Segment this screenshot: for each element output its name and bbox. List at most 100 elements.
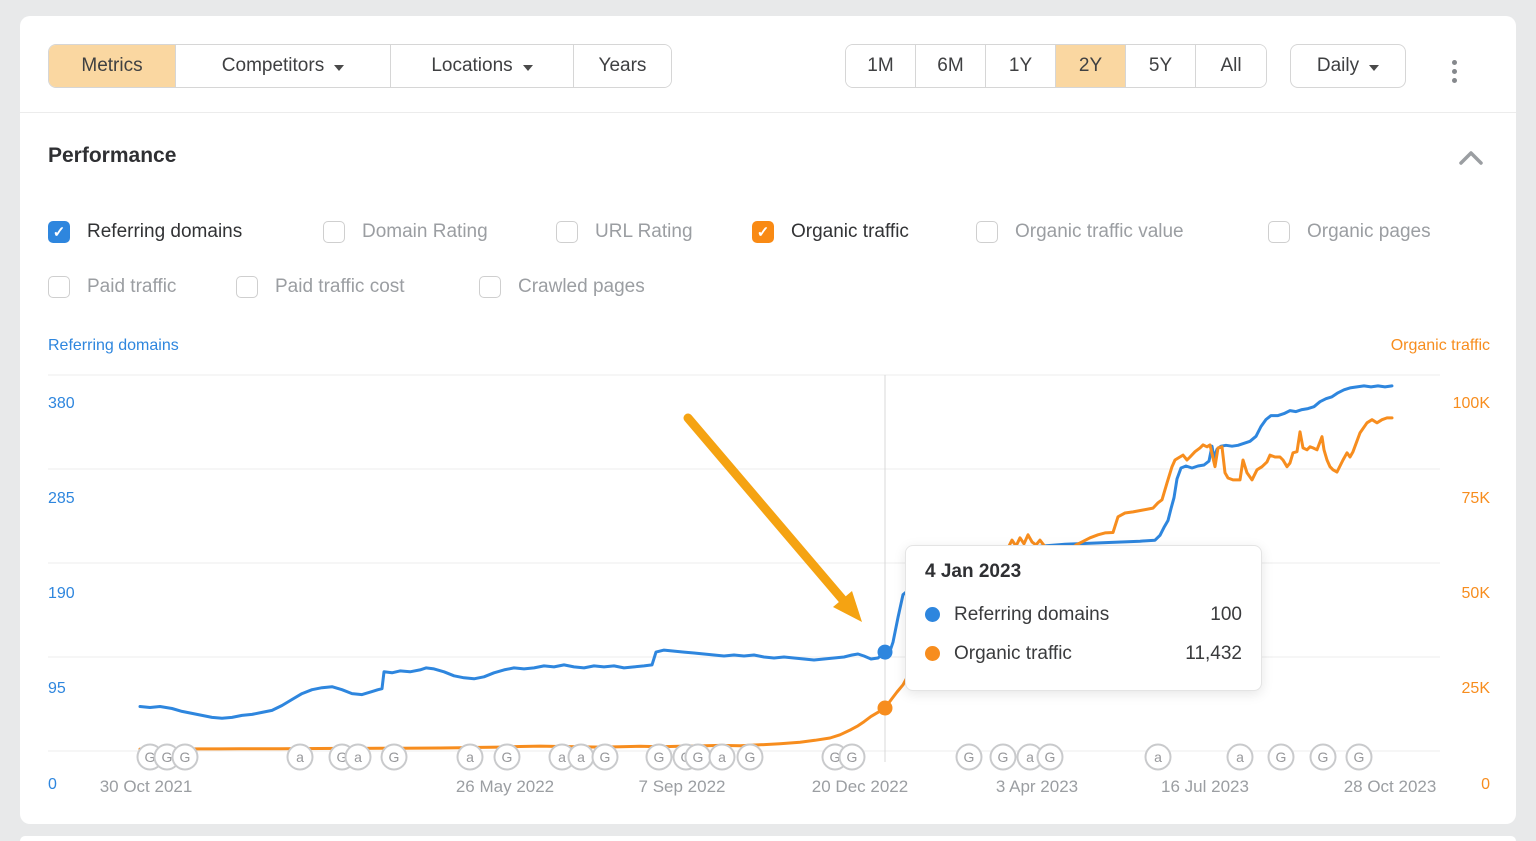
referring-domains-highlight-dot: [877, 644, 893, 660]
checkbox-unchecked-icon: [479, 276, 501, 298]
x-axis-date-label: 20 Dec 2022: [811, 777, 909, 796]
ahrefs-event-marker-icon[interactable]: a: [1226, 743, 1254, 771]
metric-toggle-label: Referring domains: [87, 221, 243, 242]
metric-toggle-organic-pages[interactable]: Organic pages: [1268, 221, 1431, 243]
svg-text:a: a: [1026, 749, 1034, 765]
ahrefs-event-marker-icon[interactable]: a: [344, 743, 372, 771]
tooltip-row-referring-domains: Referring domains 100: [925, 595, 1242, 634]
google-update-marker-icon[interactable]: G: [493, 743, 521, 771]
google-update-marker-icon[interactable]: G: [838, 743, 866, 771]
range-button-all[interactable]: All: [1196, 45, 1266, 87]
svg-text:a: a: [1236, 749, 1244, 765]
range-button-1y[interactable]: 1Y: [986, 45, 1056, 87]
chevron-down-icon: [334, 64, 345, 71]
google-update-marker-icon[interactable]: G: [1345, 743, 1373, 771]
left-axis-tick: 190: [48, 585, 75, 602]
performance-chart: GGGaGaGaGaaGGGGaGGGGGaGaaGGG: [48, 374, 1440, 771]
metric-toggle-domain-rating[interactable]: Domain Rating: [323, 221, 488, 243]
ahrefs-event-marker-icon[interactable]: a: [286, 743, 314, 771]
left-axis-tick: 0: [48, 776, 57, 793]
left-axis-title: Referring domains: [48, 337, 179, 354]
google-update-marker-icon[interactable]: G: [591, 743, 619, 771]
chevron-down-icon: [522, 64, 533, 71]
metric-toggle-row-1: ✓ Referring domains Domain Rating URL Ratin…: [20, 221, 1516, 245]
metric-toggle-crawled-pages[interactable]: Crawled pages: [479, 276, 645, 298]
svg-text:G: G: [998, 749, 1009, 765]
ahrefs-event-marker-icon[interactable]: a: [567, 743, 595, 771]
svg-text:G: G: [964, 749, 975, 765]
tab-competitors[interactable]: Competitors: [176, 45, 391, 87]
svg-text:a: a: [466, 749, 474, 765]
svg-text:a: a: [354, 749, 362, 765]
checkbox-unchecked-icon: [1268, 221, 1290, 243]
x-axis-date-label: 3 Apr 2023: [995, 777, 1079, 796]
range-button-5y[interactable]: 5Y: [1126, 45, 1196, 87]
ahrefs-event-marker-icon[interactable]: a: [1016, 743, 1044, 771]
granularity-dropdown[interactable]: Daily: [1290, 44, 1406, 88]
annotation-arrow-head-icon: [833, 591, 862, 622]
svg-text:G: G: [502, 749, 513, 765]
tab-label: Years: [598, 55, 647, 76]
chevron-down-icon: [1369, 64, 1380, 71]
right-axis-tick: 100K: [1452, 395, 1490, 412]
metric-toggle-referring-domains[interactable]: ✓ Referring domains: [48, 221, 242, 243]
tab-locations[interactable]: Locations: [391, 45, 574, 87]
google-update-marker-icon[interactable]: G: [955, 743, 983, 771]
svg-text:G: G: [830, 749, 841, 765]
svg-text:G: G: [1276, 749, 1287, 765]
view-tab-group: Metrics Competitors Locations Years: [48, 44, 672, 88]
google-update-marker-icon[interactable]: G: [1309, 743, 1337, 771]
ahrefs-event-marker-icon[interactable]: a: [456, 743, 484, 771]
svg-text:G: G: [847, 749, 858, 765]
metric-toggle-paid-traffic-cost[interactable]: Paid traffic cost: [236, 276, 405, 298]
svg-text:G: G: [600, 749, 611, 765]
checkbox-unchecked-icon: [323, 221, 345, 243]
metric-toggle-url-rating[interactable]: URL Rating: [556, 221, 693, 243]
metric-toggle-organic-traffic[interactable]: ✓ Organic traffic: [752, 221, 909, 243]
google-update-marker-icon[interactable]: G: [989, 743, 1017, 771]
tab-years[interactable]: Years: [574, 45, 671, 87]
annotation-arrow: [683, 413, 848, 605]
svg-text:G: G: [745, 749, 756, 765]
tab-label: Competitors: [221, 55, 325, 76]
metric-toggle-label: Organic pages: [1307, 221, 1431, 242]
x-axis-date-label: 26 May 2022: [455, 777, 555, 796]
tooltip-series-label: Organic traffic: [954, 642, 1072, 664]
svg-text:G: G: [162, 749, 173, 765]
tab-label: Metrics: [81, 55, 143, 76]
right-axis-tick: 75K: [1461, 490, 1490, 507]
metric-toggle-label: URL Rating: [595, 221, 693, 242]
checkbox-checked-icon: ✓: [48, 221, 70, 243]
google-update-marker-icon[interactable]: G: [380, 743, 408, 771]
tab-metrics[interactable]: Metrics: [49, 45, 176, 87]
google-update-marker-icon[interactable]: G: [1267, 743, 1295, 771]
x-axis-date-label: 7 Sep 2022: [638, 777, 726, 796]
kebab-menu-icon[interactable]: [1448, 56, 1461, 87]
metric-toggle-organic-traffic-value[interactable]: Organic traffic value: [976, 221, 1184, 243]
metric-toggle-paid-traffic[interactable]: Paid traffic: [48, 276, 176, 298]
google-update-marker-icon[interactable]: G: [684, 743, 712, 771]
google-update-marker-icon[interactable]: G: [171, 743, 199, 771]
checkbox-unchecked-icon: [976, 221, 998, 243]
google-update-marker-icon[interactable]: G: [1036, 743, 1064, 771]
chart-tooltip: 4 Jan 2023 Referring domains 100 Organic t…: [905, 545, 1262, 691]
google-update-marker-icon[interactable]: G: [645, 743, 673, 771]
google-update-marker-icon[interactable]: G: [736, 743, 764, 771]
x-axis-date-label: 28 Oct 2023: [1343, 777, 1437, 796]
svg-text:G: G: [693, 749, 704, 765]
performance-card: Metrics Competitors Locations Years 1M 6M 1Y 2…: [20, 16, 1516, 824]
ahrefs-event-marker-icon[interactable]: a: [1144, 743, 1172, 771]
right-axis-tick: 50K: [1461, 585, 1490, 602]
range-button-1m[interactable]: 1M: [846, 45, 916, 87]
collapse-chevron-up-icon[interactable]: [1458, 150, 1484, 166]
range-button-2y[interactable]: 2Y: [1056, 45, 1126, 87]
svg-text:a: a: [296, 749, 304, 765]
checkbox-checked-icon: ✓: [752, 221, 774, 243]
referring-domains-line: [138, 384, 1394, 720]
metric-toggle-row-2: Paid traffic Paid traffic cost Crawled pag…: [20, 276, 1516, 300]
toolbar-divider: [20, 112, 1516, 113]
range-button-6m[interactable]: 6M: [916, 45, 986, 87]
svg-text:a: a: [558, 749, 566, 765]
ahrefs-event-marker-icon[interactable]: a: [708, 743, 736, 771]
